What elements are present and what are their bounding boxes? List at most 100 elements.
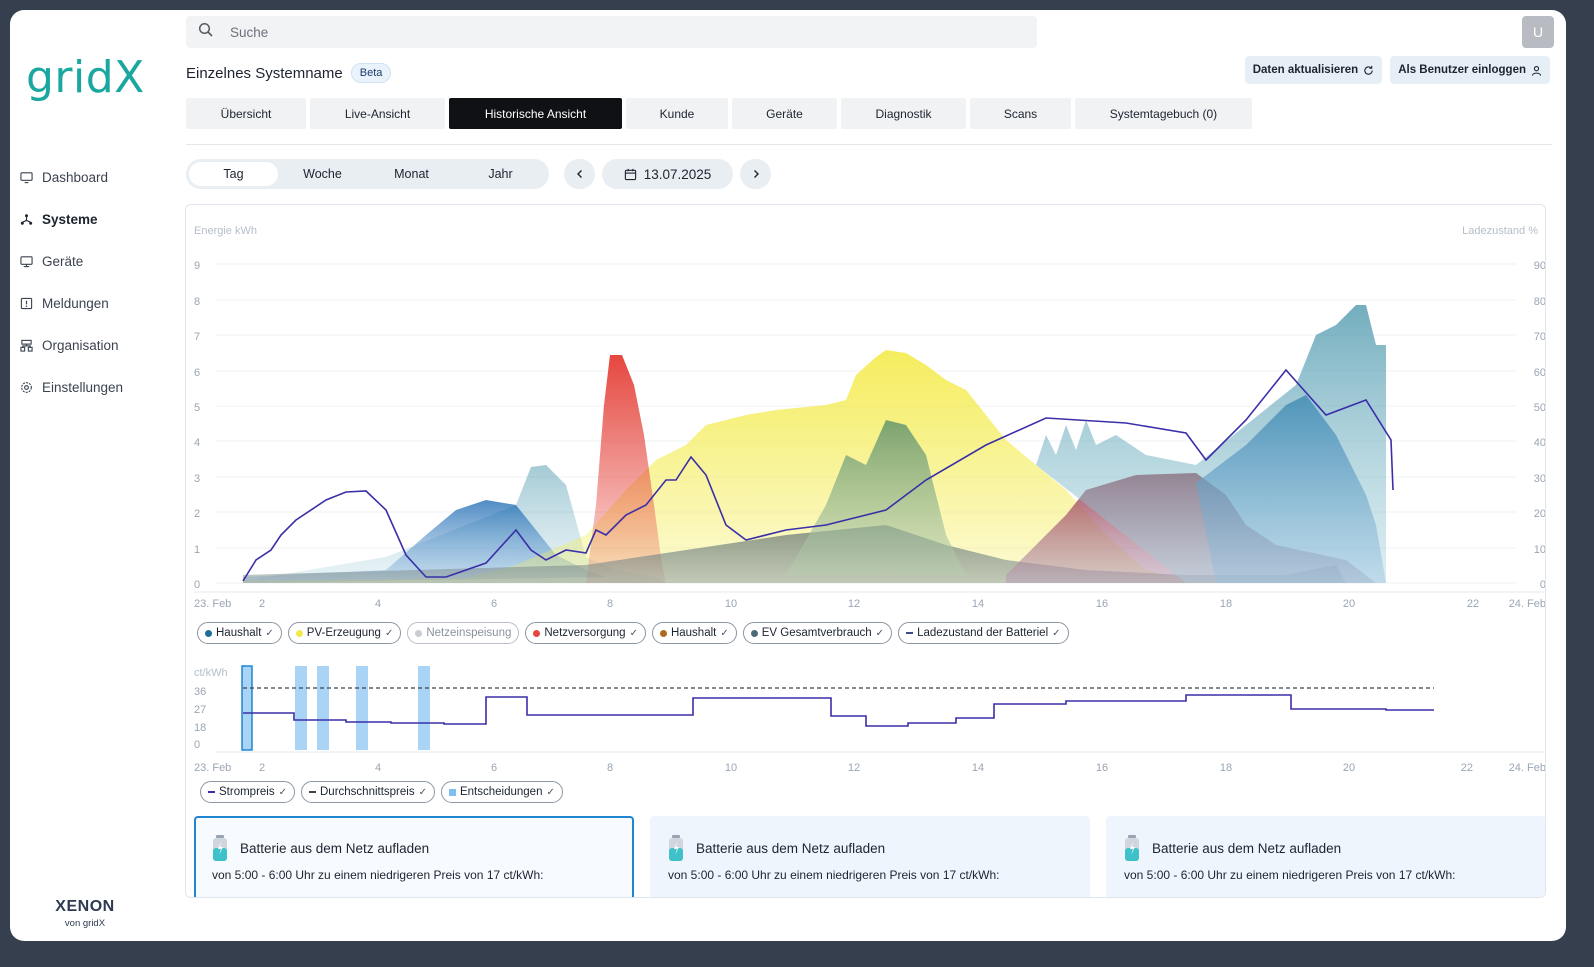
legend-ladezustand[interactable]: Ladezustand der Batteriel ✓ [898, 622, 1069, 644]
legend-ev-gesamtverbrauch[interactable]: EV Gesamtverbrauch ✓ [742, 622, 893, 644]
legend-netzversorgung[interactable]: Netzversorgung ✓ [525, 622, 646, 644]
left-tick: 7 [194, 331, 200, 343]
tab-live-ansicht[interactable]: Live-Ansicht [310, 98, 445, 129]
check-icon: ✓ [278, 786, 287, 798]
legend-entscheidungen[interactable]: Entscheidungen ✓ [440, 781, 563, 803]
battery-icon [1125, 835, 1139, 861]
price-y-tick: 18 [194, 722, 206, 734]
price-legend: Strompreis ✓ Durchschnittspreis ✓ Entschei… [200, 781, 563, 803]
decision-card-header: Batterie aus dem Netz aufladen [212, 834, 616, 862]
gridx-logo[interactable]: gridX [26, 52, 145, 103]
legend-label: Netzversorgung [544, 627, 626, 639]
sidebar-item-meldungen[interactable]: Meldungen [19, 282, 169, 324]
legend-netzeinspeisung[interactable]: Netzeinspeisung [407, 622, 520, 644]
tab-scans[interactable]: Scans [970, 98, 1071, 129]
check-icon: ✓ [384, 627, 394, 639]
sidebar-item-einstellungen[interactable]: Einstellungen [19, 366, 169, 408]
brand-sub: von gridX [64, 918, 106, 929]
search-bar[interactable] [186, 16, 1037, 48]
left-axis-label: Energie kWh [194, 225, 257, 237]
period-selector: Tag Woche Monat Jahr [186, 159, 549, 189]
right-tick: 60 [1534, 367, 1546, 379]
legend-dot [750, 629, 758, 637]
header-actions: Daten aktualisieren Als Benutzer einlogg… [1244, 56, 1550, 84]
decision-bar[interactable] [418, 666, 430, 750]
period-woche[interactable]: Woche [303, 167, 342, 181]
price-unit-label: ct/kWh [194, 667, 228, 679]
check-icon: ✓ [1052, 627, 1061, 639]
battery-icon [213, 835, 227, 861]
decision-card[interactable]: Batterie aus dem Netz aufladen von 5:00 … [194, 816, 634, 897]
search-input[interactable] [230, 24, 930, 40]
legend-pv-erzeugung[interactable]: PV-Erzeugung ✓ [287, 622, 402, 644]
legend-label: PV-Erzeugung [306, 627, 381, 639]
legend-dot [205, 629, 212, 637]
period-tag[interactable]: Tag [189, 162, 278, 186]
right-tick: 20 [1534, 508, 1546, 520]
check-icon: ✓ [265, 627, 274, 639]
decision-bar[interactable] [295, 666, 307, 750]
legend-durchschnittspreis[interactable]: Durchschnittspreis ✓ [301, 781, 435, 803]
refresh-data-button[interactable]: Daten aktualisieren [1244, 56, 1383, 84]
battery-soc-line [242, 368, 1394, 582]
decision-bar[interactable] [317, 666, 329, 750]
sidebar-item-label: Einstellungen [42, 379, 124, 395]
sidebar-item-organisation[interactable]: Organisation [19, 324, 169, 366]
decision-bar[interactable] [356, 666, 368, 750]
sidebar-item-geraete[interactable]: Geräte [19, 240, 169, 282]
brand-name: XENON [55, 898, 115, 915]
x-tick: 12 [848, 598, 860, 610]
x-tick: 14 [972, 762, 984, 774]
org-icon [19, 338, 33, 352]
decision-title: Batterie aus dem Netz aufladen [240, 840, 430, 856]
date-picker[interactable]: 13.07.2025 [602, 159, 733, 189]
login-as-user-button[interactable]: Als Benutzer einloggen [1390, 56, 1550, 84]
legend-dot [295, 629, 303, 637]
legend-haushalt[interactable]: Haushalt ✓ [197, 622, 282, 644]
decision-card[interactable]: Batterie aus dem Netz aufladen von 5:00 … [650, 816, 1090, 897]
legend-strompreis[interactable]: Strompreis ✓ [200, 781, 295, 803]
period-jahr[interactable]: Jahr [488, 167, 513, 181]
decision-title: Batterie aus dem Netz aufladen [696, 840, 886, 856]
x-tick: 2 [259, 762, 265, 774]
price-y-tick: 0 [194, 739, 200, 751]
tab-diagnostik[interactable]: Diagnostik [841, 98, 966, 129]
page-title: Einzelnes Systemname Beta [186, 63, 392, 83]
decision-card-header: Batterie aus dem Netz aufladen [1124, 834, 1528, 862]
search-icon [198, 22, 214, 43]
decision-bar[interactable] [241, 665, 253, 751]
next-date-button[interactable] [740, 159, 771, 189]
series-pv-erzeugung [243, 350, 1386, 583]
decision-card[interactable]: Batterie aus dem Netz aufladen von 5:00 … [1106, 816, 1545, 897]
price-y-tick: 36 [194, 686, 206, 698]
legend-label: Haushalt [670, 627, 717, 639]
calendar-icon [624, 168, 636, 180]
legend-haushalt-2[interactable]: Haushalt ✓ [651, 622, 737, 644]
selected-date: 13.07.2025 [643, 166, 712, 182]
sidebar-item-dashboard[interactable]: Dashboard [19, 156, 169, 198]
right-tick: 40 [1534, 437, 1546, 449]
x-tick: 14 [972, 598, 984, 610]
avatar[interactable]: U [1522, 16, 1554, 48]
sidebar-item-label: Systeme [42, 211, 98, 227]
x-tick: 4 [375, 598, 381, 610]
xenon-brand: XENON von gridX [40, 898, 130, 929]
decision-card-header: Batterie aus dem Netz aufladen [668, 834, 1072, 862]
sidebar-item-systeme[interactable]: Systeme [19, 198, 169, 240]
decision-text: von 5:00 - 6:00 Uhr zu einem niedrigeren… [212, 868, 544, 882]
tab-systemtagebuch[interactable]: Systemtagebuch (0) [1075, 98, 1252, 129]
right-tick: 70 [1534, 331, 1546, 343]
tab-uebersicht[interactable]: Übersicht [186, 98, 306, 129]
legend-dash [906, 632, 914, 634]
previous-date-button[interactable] [564, 159, 595, 189]
series-netzversorgung-spike [586, 355, 666, 583]
left-tick: 9 [194, 260, 200, 272]
period-monat[interactable]: Monat [394, 167, 429, 181]
tab-geraete[interactable]: Geräte [732, 98, 837, 129]
tab-historische-ansicht[interactable]: Historische Ansicht [449, 98, 622, 129]
decision-text: von 5:00 - 6:00 Uhr zu einem niedrigeren… [1124, 868, 1456, 882]
decision-text: von 5:00 - 6:00 Uhr zu einem niedrigeren… [668, 868, 1000, 882]
tab-kunde[interactable]: Kunde [626, 98, 728, 129]
app-window: gridX Dashboard Systeme Geräte [10, 10, 1566, 941]
electricity-price-line [243, 694, 1434, 727]
